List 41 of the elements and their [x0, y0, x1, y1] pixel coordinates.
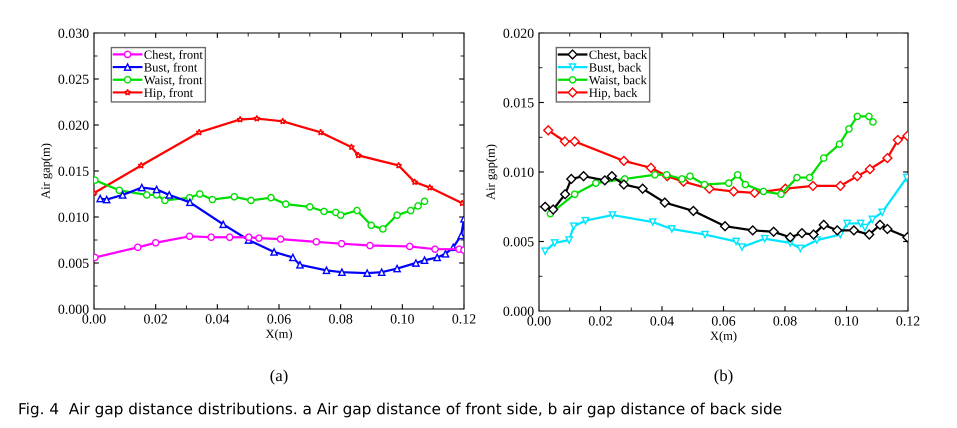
y-axis-title: Air gap(m)	[40, 144, 52, 199]
legend-label: Chest, back	[589, 50, 648, 61]
legend-label: Waist, front	[144, 75, 202, 86]
x-tick-label: 0.04	[650, 316, 674, 326]
y-tick-label: 0.005	[58, 258, 89, 268]
y-tick-label: 0.020	[503, 28, 534, 38]
caption: Fig. 4 Air gap distance distributions. a Air gap distance of front side, b air gap distance of back side	[20, 402, 782, 418]
x-tick-label: 0.10	[834, 316, 858, 326]
y-tick-label: 0.015	[503, 98, 534, 108]
x-tick-label: 0.12	[896, 316, 920, 326]
x-tick-label: 0.02	[144, 314, 168, 324]
x-tick-label: 0.08	[773, 316, 797, 326]
x-axis-title: X(m)	[266, 329, 292, 341]
y-axis-title: Air gap(m)	[486, 144, 498, 200]
x-tick-label: 0.02	[588, 316, 612, 326]
x-tick-label: 0.10	[390, 314, 414, 324]
legend-label: Waist, back	[588, 75, 647, 86]
legend-label: Bust, back	[589, 62, 642, 74]
y-tick-label: 0.010	[58, 212, 89, 222]
y-tick-label: 0.000	[503, 306, 534, 316]
x-tick-label: 0.00	[82, 314, 106, 324]
y-tick-label: 0.015	[58, 166, 89, 176]
text: (a)	[270, 369, 288, 385]
x-tick-label: 0.04	[206, 314, 230, 324]
x-axis-title: X(m)	[710, 331, 736, 343]
x-tick-label: 0.00	[527, 316, 551, 326]
text: (b)	[714, 369, 732, 385]
legend-label: Chest, front	[144, 50, 203, 61]
x-tick-label: 0.06	[267, 314, 291, 324]
legend-label: Bust, front	[144, 62, 198, 74]
x-tick-label: 0.08	[329, 314, 352, 324]
legend-label: Hip, front	[144, 88, 194, 100]
y-tick-label: 0.025	[58, 74, 89, 84]
y-tick-label: 0.020	[58, 120, 89, 130]
y-tick-label: 0.010	[503, 168, 534, 178]
y-tick-label: 0.005	[503, 237, 534, 247]
x-tick-label: 0.06	[712, 316, 736, 326]
y-tick-label: 0.030	[58, 28, 89, 38]
x-tick-label: 0.12	[452, 314, 476, 324]
legend-label: Hip, back	[589, 88, 638, 100]
y-tick-label: 0.000	[58, 304, 89, 314]
